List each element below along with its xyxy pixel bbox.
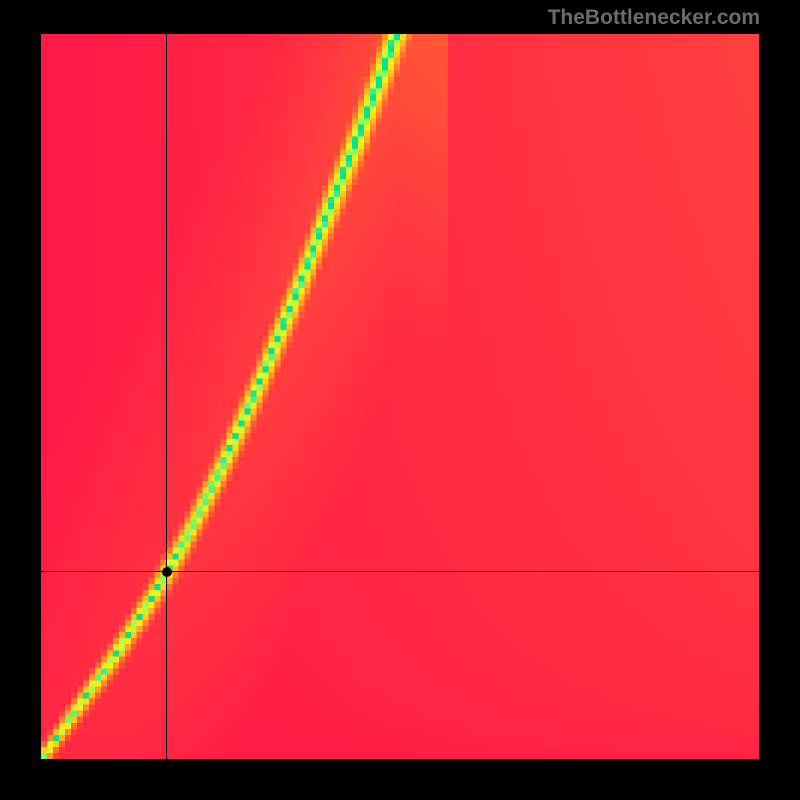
crosshair-vertical	[166, 34, 167, 759]
crosshair-horizontal	[41, 571, 759, 572]
watermark-text: TheBottlenecker.com	[548, 6, 760, 30]
bottleneck-heatmap	[41, 34, 759, 759]
crosshair-marker	[162, 567, 172, 577]
